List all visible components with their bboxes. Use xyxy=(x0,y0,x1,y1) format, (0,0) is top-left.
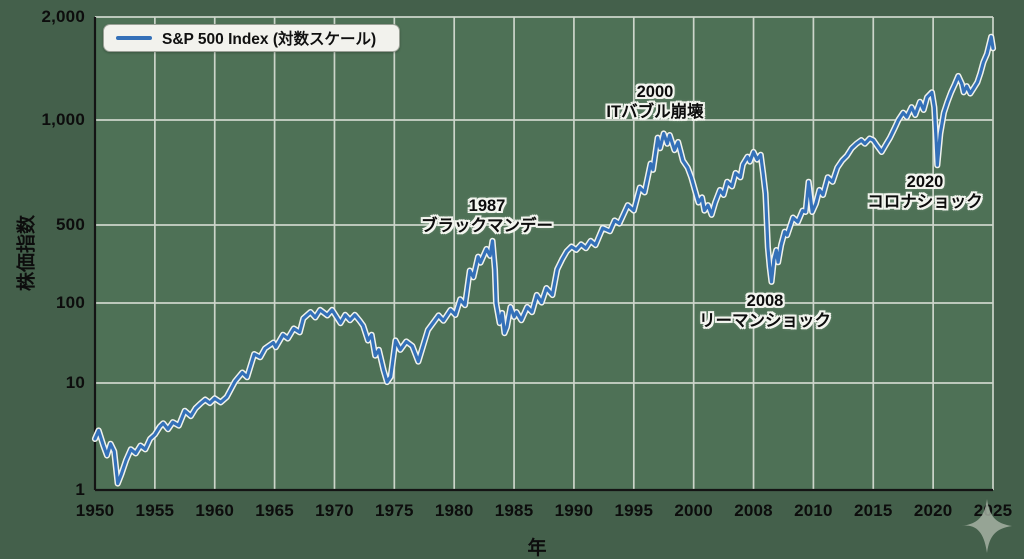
annotation-year: 1987 xyxy=(468,197,506,215)
annotation-year: 2020 xyxy=(906,173,944,191)
annotation-year: 2008 xyxy=(746,292,784,310)
annotation-2020-corona-shock: 2020 コロナショック xyxy=(867,172,983,212)
y-tick-label: 100 xyxy=(56,293,85,312)
x-tick-label: 2020 xyxy=(913,501,953,520)
y-tick-label: 10 xyxy=(65,373,85,392)
y-tick-label: 500 xyxy=(56,215,85,234)
y-tick-label: 1,000 xyxy=(41,110,85,129)
legend: S&P 500 Index (対数スケール) xyxy=(103,24,400,52)
x-tick-label: 1960 xyxy=(195,501,235,520)
y-tick-label: 1 xyxy=(75,480,85,499)
x-tick-label: 1995 xyxy=(614,501,654,520)
x-tick-label: 1950 xyxy=(75,501,115,520)
annotation-event: リーマンショック xyxy=(699,312,831,330)
x-tick-label: 1985 xyxy=(494,501,534,520)
legend-line-swatch-icon xyxy=(116,36,152,40)
annotation-event: ITバブル崩壊 xyxy=(606,103,704,121)
y-axis-title: 株価指数 xyxy=(16,214,38,292)
annotation-event: コロナショック xyxy=(867,193,983,211)
sparkle-icon xyxy=(962,499,1012,553)
sp500-line xyxy=(93,35,995,486)
annotation-2008-lehman-shock: 2008 リーマンショック xyxy=(699,291,831,331)
y-tick-label: 2,000 xyxy=(41,7,85,26)
x-tick-label: 1955 xyxy=(135,501,175,520)
x-tick-label: 1970 xyxy=(315,501,354,520)
x-tick-label: 1965 xyxy=(255,501,294,520)
x-tick-label: 2015 xyxy=(853,501,893,520)
x-axis-title: 年 xyxy=(527,538,547,559)
annotation-1987-black-monday: 1987 ブラックマンデー xyxy=(421,196,553,236)
annotation-year: 2000 xyxy=(636,83,674,101)
x-tick-label: 1990 xyxy=(554,501,594,520)
x-tick-label: 1980 xyxy=(434,501,474,520)
plot-area xyxy=(95,17,993,490)
x-tick-label: 2010 xyxy=(794,501,833,520)
annotation-2000-it-bubble: 2000 ITバブル崩壊 xyxy=(606,82,703,122)
x-tick-label: 2000 xyxy=(674,501,713,520)
annotation-event: ブラックマンデー xyxy=(421,217,553,235)
x-tick-label: 2008 xyxy=(734,501,773,520)
x-tick-label: 1975 xyxy=(375,501,414,520)
legend-label: S&P 500 Index (対数スケール) xyxy=(162,31,377,48)
